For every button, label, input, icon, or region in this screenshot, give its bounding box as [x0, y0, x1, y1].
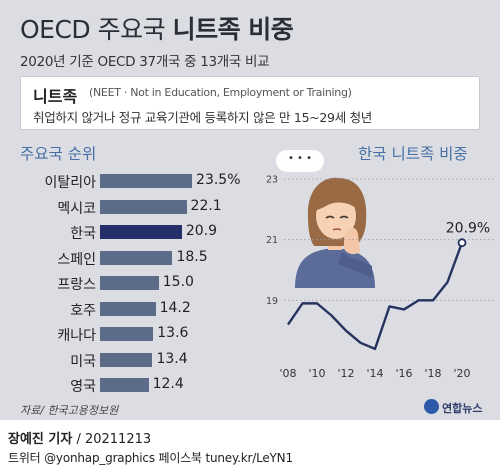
yonhap-logo: 연합뉴스 [424, 398, 494, 416]
bar-value-label: 18.5 [176, 248, 208, 265]
bar [100, 378, 149, 392]
bar-value-label: 12.4 [152, 376, 184, 392]
bar [100, 276, 159, 290]
speech-bubble: • • • [276, 150, 324, 172]
speech-dots: • • • [287, 153, 313, 164]
line-chart: 19 21 23 '08 '10 '12 '14 '16 '18 '20 20.9% [266, 175, 494, 380]
bar [100, 199, 187, 214]
bar [100, 174, 193, 188]
reporter-credit: 장예진 기자 / 20211213 [8, 428, 151, 447]
y-tick-label: 19 [266, 296, 278, 307]
infographic-panel: OECD 주요국 니트족 비중 2020년 기준 OECD 37개국 중 13개… [0, 0, 500, 420]
definition-term: 니트족 [33, 87, 78, 106]
y-tick-label: 23 [266, 175, 278, 186]
bar-label: 프랑스 [57, 277, 96, 293]
subtitle: 2020년 기준 OECD 37개국 중 13개국 비교 [20, 54, 270, 70]
source-note: 자료/ 한국고용정보원 [20, 404, 119, 417]
definition-box: 니트족 (NEET · Not in Education, Employment… [20, 76, 480, 130]
x-tick-label: '20 [453, 367, 470, 380]
x-tick-label: '16 [395, 367, 412, 380]
logo-text: 연합뉴스 [442, 402, 483, 415]
end-value-label: 20.9% [446, 221, 490, 237]
social-credit: 트위터 @yonhap_graphics 페이스북 tuney.kr/LeYN1 [8, 451, 293, 465]
bar [100, 301, 156, 316]
bar-label: 영국 [70, 379, 96, 395]
series-line [287, 242, 464, 351]
bar-value-label: 14.2 [159, 299, 191, 316]
title-part-regular: OECD 주요국 [20, 15, 166, 44]
credit-date: / 20211213 [72, 432, 152, 447]
bar [100, 225, 182, 239]
bar-value-label: 13.6 [157, 325, 189, 341]
definition-description: 취업하지 않거나 정규 교육기관에 등록하지 않은 만 15~29세 청년 [33, 110, 372, 125]
definition-english: (NEET · Not in Education, Employment or … [89, 86, 352, 99]
bar-label: 이탈리아 [44, 175, 96, 191]
bar-label: 캐나다 [57, 328, 96, 344]
bar-label: 호주 [70, 302, 96, 319]
y-tick-label: 21 [266, 235, 278, 246]
title-part-bold: 니트족 비중 [172, 15, 294, 44]
x-tick-label: '10 [308, 367, 325, 380]
bar-value-label: 22.1 [190, 197, 222, 214]
bar-label: 미국 [70, 353, 96, 370]
end-point-marker [457, 238, 467, 248]
bar [100, 352, 153, 367]
person-illustration-icon [295, 177, 375, 288]
logo-mark-icon [424, 399, 439, 414]
bar [100, 250, 173, 265]
bar [100, 327, 154, 341]
x-tick-label: '18 [424, 367, 441, 380]
page-title: OECD 주요국 니트족 비중 [20, 10, 294, 46]
reporter-name: 장예진 기자 [8, 432, 73, 447]
x-tick-label: '08 [279, 367, 296, 380]
x-tick-label: '14 [366, 367, 383, 380]
bar-label: 한국 [70, 226, 96, 242]
bar-label: 스페인 [57, 251, 96, 268]
bar-value-label: 15.0 [162, 274, 194, 290]
bar-value-label: 23.5% [196, 172, 241, 188]
bar-label: 멕시코 [57, 200, 96, 217]
bar-value-label: 20.9 [185, 223, 218, 239]
bar-value-label: 13.4 [156, 350, 188, 367]
x-tick-label: '12 [337, 367, 354, 380]
bar-section-title: 주요국 순위 [20, 145, 97, 163]
bar-chart: 이탈리아 23.5% 멕시코 22.1 한국 20.9 스페인 18.5 프랑스 15.0 호주 14… [0, 170, 260, 400]
line-section-title: 한국 니트족 비중 [358, 145, 468, 163]
